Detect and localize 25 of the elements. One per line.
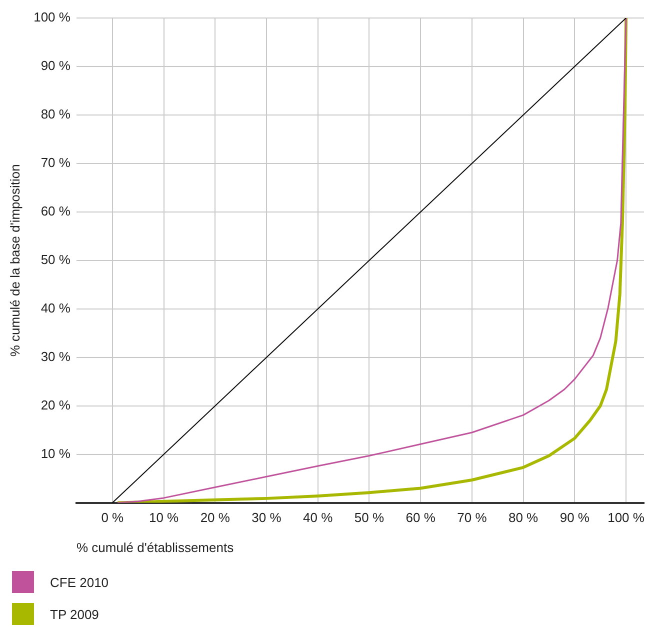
y-axis-title: % cumulé de la base d'imposition <box>7 164 22 357</box>
x-tick-label: 70 % <box>457 510 488 526</box>
x-tick-label: 90 % <box>560 510 590 526</box>
y-tick-label: 100 % <box>34 10 71 25</box>
x-tick-label: 80 % <box>508 510 539 526</box>
x-tick-label: 20 % <box>200 510 230 526</box>
y-tick-label: 70 % <box>40 155 71 170</box>
x-tick-label: 10 % <box>148 510 180 526</box>
y-tick-label: 80 % <box>40 106 71 122</box>
legend-label: TP 2009 <box>50 606 99 622</box>
y-tick-label: 50 % <box>40 252 71 267</box>
y-tick-label: 20 % <box>40 397 71 412</box>
x-tick-label: 30 % <box>252 510 282 526</box>
x-tick-label: 50 % <box>354 510 384 526</box>
y-tick-label: 10 % <box>40 446 71 461</box>
x-tick-label: 40 % <box>303 510 334 526</box>
y-tick-label: 60 % <box>40 204 71 218</box>
legend-label: CFE 2010 <box>50 574 109 590</box>
x-tick-label: 100 % <box>608 510 645 526</box>
x-axis-title: % cumulé d'établissements <box>76 540 234 555</box>
y-tick-label: 90 % <box>40 58 71 74</box>
x-tick-label: 0 % <box>101 510 124 526</box>
y-tick-label: 40 % <box>40 300 71 316</box>
y-tick-label: 30 % <box>40 348 71 364</box>
x-tick-label: 60 % <box>406 510 436 526</box>
